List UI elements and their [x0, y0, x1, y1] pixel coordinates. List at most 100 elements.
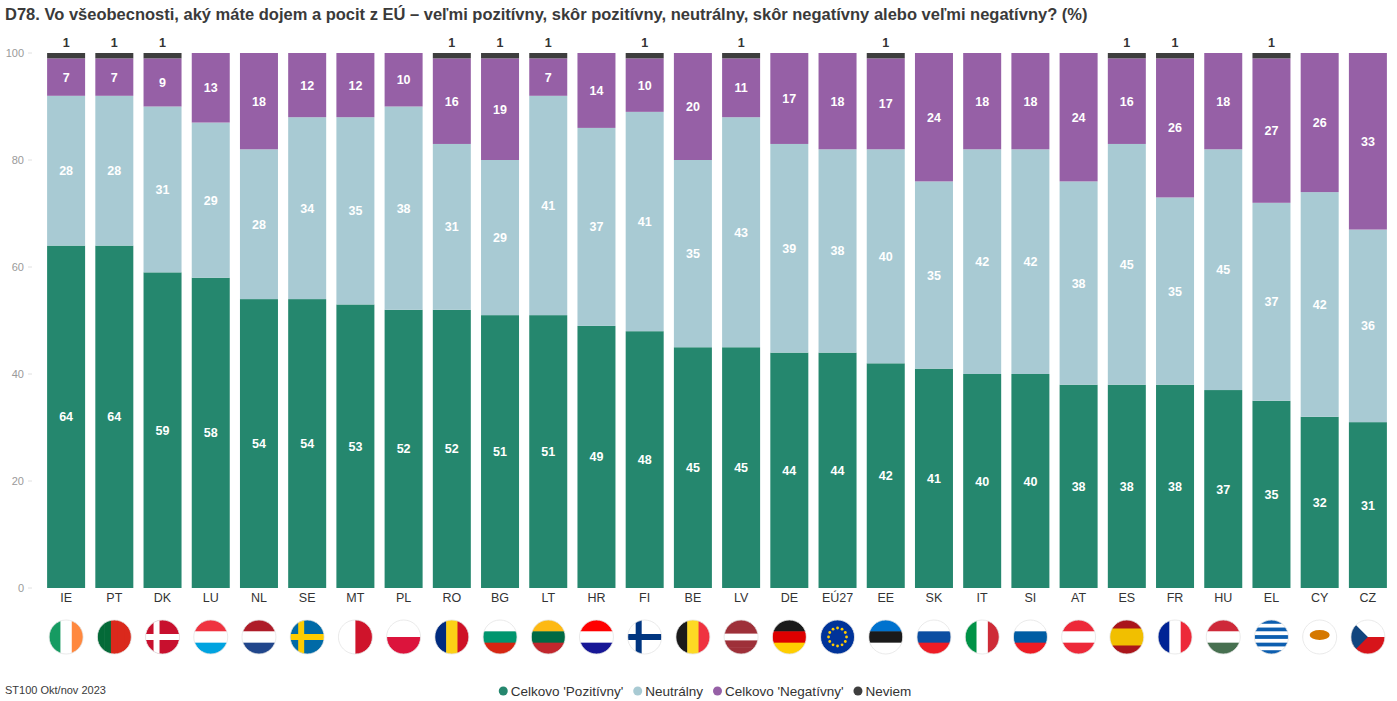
bar-segment — [481, 315, 519, 588]
data-label: 1 — [738, 36, 745, 50]
data-label: 40 — [975, 475, 989, 489]
bar-segment — [1252, 401, 1290, 588]
x-tick-label: ES — [1118, 591, 1135, 605]
data-label: 51 — [493, 445, 507, 459]
data-label: 1 — [1123, 36, 1130, 50]
bar-segment — [674, 160, 712, 347]
flag-stripe — [724, 640, 758, 647]
bar-segment — [95, 246, 133, 588]
flag-stripe — [483, 631, 517, 643]
bar-segment — [47, 96, 85, 246]
data-label: 10 — [397, 73, 411, 87]
flag-border — [531, 620, 565, 654]
data-label: 14 — [590, 84, 604, 98]
x-tick-label: DE — [781, 591, 798, 605]
data-label: 9 — [159, 76, 166, 90]
flag-stripe — [1169, 620, 1181, 654]
bar-segment — [1301, 53, 1339, 192]
flag-star — [844, 631, 847, 634]
data-label: 31 — [1361, 499, 1375, 513]
flag-stripe — [111, 620, 118, 654]
flag-stripe — [1158, 620, 1170, 654]
bar-segment — [1349, 53, 1387, 54]
bar-segment — [433, 53, 471, 58]
data-label: 31 — [156, 183, 170, 197]
flag-border — [917, 620, 951, 654]
bar-segment — [915, 181, 953, 368]
data-label: 13 — [204, 81, 218, 95]
bar-segment — [481, 58, 519, 160]
flag-star — [841, 628, 844, 631]
flag-border — [1206, 620, 1240, 654]
bar-segment — [770, 53, 808, 54]
bar-segment — [577, 53, 615, 128]
data-label: 40 — [1023, 475, 1037, 489]
legend-swatch — [633, 687, 642, 696]
bar-segment — [1349, 230, 1387, 423]
flag-stripe — [1206, 631, 1240, 643]
flag-star — [828, 640, 831, 643]
flag-border — [1062, 620, 1096, 654]
bar-segment — [819, 149, 857, 352]
data-label: 38 — [1168, 480, 1182, 494]
flag-border — [821, 620, 855, 654]
bar-segment — [1204, 53, 1242, 149]
flag-stripe — [194, 631, 228, 643]
bar-segment — [867, 53, 905, 58]
flag — [242, 620, 276, 655]
data-label: 49 — [590, 450, 604, 464]
data-label: 16 — [445, 95, 459, 109]
flag-stripe — [194, 620, 228, 632]
data-label: 1 — [497, 36, 504, 50]
x-tick-label: EE — [877, 591, 894, 605]
bar-segment — [144, 107, 182, 273]
bar-segment — [288, 53, 326, 54]
flag-stripe — [1062, 620, 1096, 632]
bar-segment — [240, 53, 278, 149]
flag-border — [869, 620, 903, 654]
bar-segment — [481, 160, 519, 315]
flag-star — [828, 631, 831, 634]
bar-segment — [626, 58, 664, 112]
bar-segment — [577, 53, 615, 54]
data-label: 1 — [448, 36, 455, 50]
data-label: 42 — [975, 255, 989, 269]
flag-border — [724, 620, 758, 654]
data-label: 18 — [975, 95, 989, 109]
bar-segment — [192, 278, 230, 588]
flag-stripe — [965, 620, 977, 654]
legend-swatch — [499, 687, 508, 696]
flag-border — [676, 620, 710, 654]
flag-stripe — [1254, 620, 1288, 624]
data-label: 16 — [1120, 95, 1134, 109]
flag-stripe — [1013, 631, 1047, 643]
data-label: 1 — [63, 36, 70, 50]
flag-stripe — [435, 620, 447, 654]
bar-segment — [529, 53, 567, 58]
y-tick — [28, 374, 32, 375]
legend: Celkovo 'Pozitívny'NeutrálnyCelkovo 'Neg… — [499, 684, 911, 699]
flag-border — [579, 620, 613, 654]
data-label: 26 — [1168, 121, 1182, 135]
flag-cross — [146, 634, 180, 640]
flag-star — [832, 643, 835, 646]
bar-segment — [385, 53, 423, 54]
data-label: 35 — [686, 247, 700, 261]
bar-segment — [1252, 53, 1290, 58]
flag — [676, 620, 710, 654]
data-label: 45 — [1216, 263, 1230, 277]
legend-item: Neviem — [853, 684, 911, 699]
flag — [387, 620, 421, 655]
flag-border — [338, 620, 372, 654]
data-labels: 6428716428715931915829135428185434125335… — [59, 36, 1375, 513]
bar-segment — [577, 128, 615, 326]
bar-segment — [963, 53, 1001, 149]
y-tick-label: 40 — [12, 368, 24, 380]
bar-segment — [1156, 58, 1194, 197]
flag-stripe — [1254, 639, 1288, 643]
bar-segment — [674, 53, 712, 160]
bar-segment — [674, 347, 712, 588]
data-label: 18 — [1023, 95, 1037, 109]
bar-segment — [1301, 192, 1339, 417]
bar-segment — [1108, 144, 1146, 385]
